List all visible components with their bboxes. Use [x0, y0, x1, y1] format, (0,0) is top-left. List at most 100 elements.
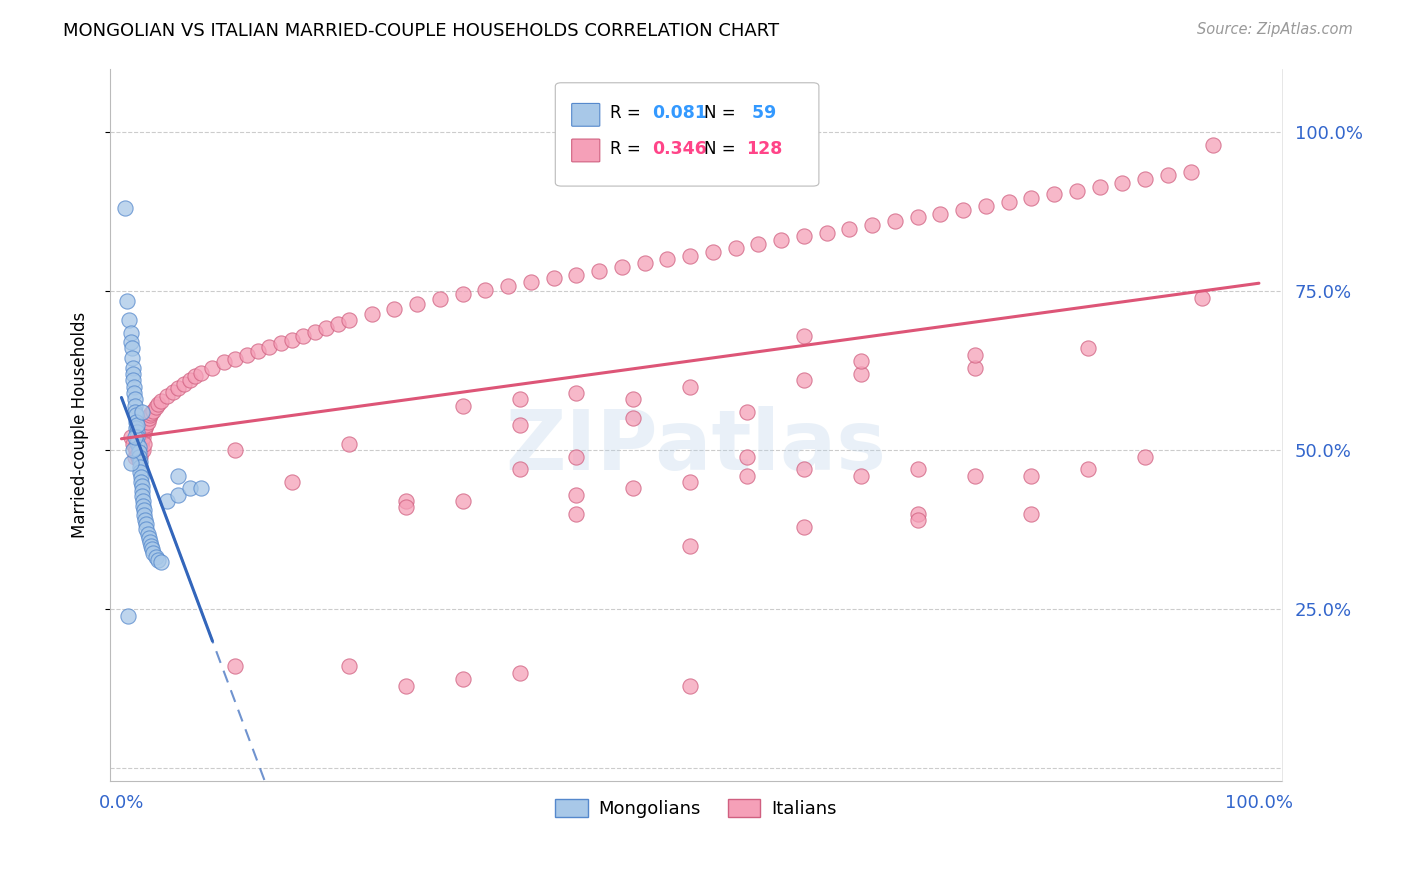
Point	[128, 459, 150, 474]
Point	[167, 468, 190, 483]
Point	[150, 555, 173, 569]
Point	[1191, 291, 1213, 305]
Point	[907, 462, 929, 476]
Point	[125, 443, 148, 458]
Point	[129, 429, 152, 443]
Point	[120, 430, 142, 444]
Point	[121, 367, 143, 381]
Point	[565, 268, 588, 282]
Point	[150, 393, 173, 408]
Point	[129, 444, 152, 458]
Point	[907, 211, 929, 225]
Point	[565, 386, 588, 401]
Point	[509, 392, 531, 407]
Point	[610, 260, 633, 274]
Point	[124, 405, 146, 419]
Point	[124, 430, 146, 444]
Point	[565, 507, 588, 521]
Point	[395, 494, 418, 508]
Point	[520, 275, 543, 289]
Point	[679, 475, 702, 489]
Point	[1111, 176, 1133, 190]
Text: 128: 128	[747, 140, 783, 158]
Point	[131, 434, 153, 448]
Point	[326, 318, 349, 332]
Point	[122, 379, 145, 393]
Point	[1077, 342, 1099, 356]
Point	[142, 403, 165, 417]
Point	[793, 328, 815, 343]
Point	[451, 399, 474, 413]
Point	[128, 437, 150, 451]
Point	[815, 226, 838, 240]
Point	[127, 417, 149, 432]
Point	[138, 531, 160, 545]
Point	[134, 513, 156, 527]
Point	[184, 369, 207, 384]
Point	[128, 438, 150, 452]
FancyBboxPatch shape	[555, 83, 818, 186]
Point	[849, 468, 872, 483]
Point	[429, 292, 451, 306]
Legend: Mongolians, Italians: Mongolians, Italians	[548, 791, 844, 825]
Point	[793, 229, 815, 244]
Point	[793, 519, 815, 533]
Point	[128, 450, 150, 464]
Point	[974, 199, 997, 213]
Point	[124, 392, 146, 407]
Point	[679, 248, 702, 262]
Point	[118, 313, 141, 327]
Point	[1135, 172, 1157, 186]
Text: 0.081: 0.081	[652, 104, 707, 122]
Point	[120, 456, 142, 470]
Point	[952, 202, 974, 217]
Point	[496, 279, 519, 293]
Point	[621, 392, 644, 407]
Text: MONGOLIAN VS ITALIAN MARRIED-COUPLE HOUSEHOLDS CORRELATION CHART: MONGOLIAN VS ITALIAN MARRIED-COUPLE HOUS…	[63, 22, 779, 40]
Point	[127, 434, 149, 448]
Point	[190, 366, 212, 380]
Point	[451, 672, 474, 686]
Point	[128, 465, 150, 479]
Point	[395, 679, 418, 693]
Point	[131, 479, 153, 493]
Point	[134, 503, 156, 517]
Point	[406, 297, 429, 311]
Point	[125, 415, 148, 429]
Point	[139, 408, 162, 422]
Point	[735, 405, 758, 419]
Point	[509, 665, 531, 680]
Point	[621, 482, 644, 496]
Point	[1180, 164, 1202, 178]
Point	[124, 440, 146, 454]
Point	[128, 424, 150, 438]
Point	[131, 421, 153, 435]
Point	[907, 513, 929, 527]
Point	[129, 470, 152, 484]
Point	[384, 301, 406, 316]
Point	[135, 522, 157, 536]
Point	[117, 608, 139, 623]
Point	[838, 222, 860, 236]
Point	[179, 482, 201, 496]
Point	[146, 397, 169, 411]
Point	[139, 534, 162, 549]
Point	[115, 293, 138, 308]
Point	[1157, 169, 1180, 183]
Text: N =: N =	[704, 104, 741, 122]
Point	[138, 411, 160, 425]
Point	[1202, 137, 1225, 152]
Point	[634, 256, 657, 270]
Point	[702, 244, 724, 259]
Point	[167, 488, 190, 502]
Point	[128, 440, 150, 454]
Point	[679, 679, 702, 693]
Point	[337, 659, 360, 673]
Point	[127, 448, 149, 462]
Point	[735, 450, 758, 464]
Point	[127, 425, 149, 440]
Point	[114, 202, 136, 216]
Point	[179, 373, 201, 387]
Point	[128, 452, 150, 467]
Point	[1066, 184, 1088, 198]
